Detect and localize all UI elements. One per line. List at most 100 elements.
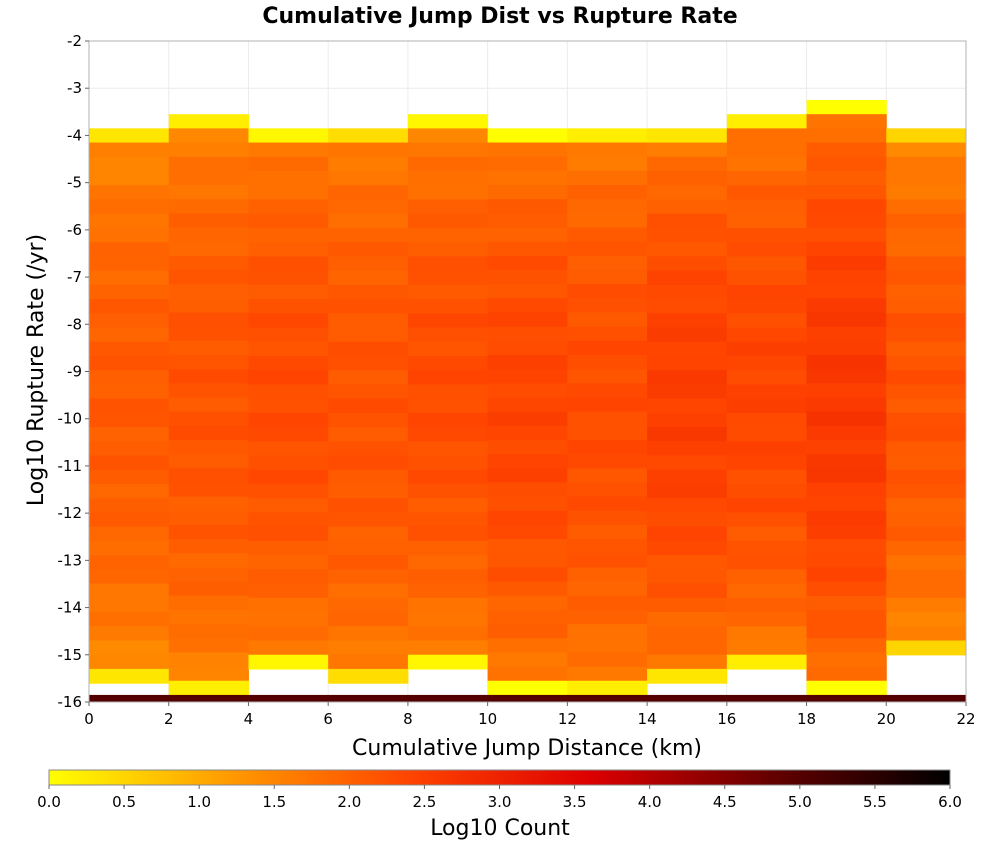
colorbar-label: Log10 Count xyxy=(430,816,570,841)
heatmap-cell xyxy=(248,441,329,457)
heatmap-cell xyxy=(647,242,728,257)
heatmap-cell xyxy=(89,270,170,286)
heatmap-cell xyxy=(407,569,489,585)
heatmap-cell xyxy=(647,341,728,357)
heatmap-cell xyxy=(248,384,329,400)
y-tick-label: -16 xyxy=(58,693,83,711)
heatmap-cell xyxy=(168,156,249,172)
heatmap-cell xyxy=(328,668,409,684)
heatmap-cell xyxy=(726,626,808,642)
heatmap-cell xyxy=(726,384,808,400)
heatmap-cell xyxy=(168,298,249,314)
heatmap-cell xyxy=(168,553,249,569)
heatmap-cell xyxy=(567,241,648,257)
heatmap-cell xyxy=(248,398,329,414)
x-tick-label: 2 xyxy=(164,710,174,728)
y-tick-label: -11 xyxy=(58,457,83,475)
heatmap-cell xyxy=(328,185,409,201)
heatmap-cell xyxy=(328,156,409,172)
heatmap-cell xyxy=(806,524,887,540)
heatmap-cell xyxy=(806,595,887,611)
heatmap-cell xyxy=(407,199,489,215)
heatmap-cell xyxy=(726,341,808,357)
heatmap-cell xyxy=(806,454,887,469)
heatmap-cell xyxy=(168,128,249,144)
heatmap-cell xyxy=(806,439,887,455)
heatmap-cell xyxy=(328,526,409,542)
heatmap-cell xyxy=(89,185,170,201)
heatmap-cell xyxy=(248,199,329,215)
heatmap-cell xyxy=(726,654,808,670)
heatmap-cell xyxy=(487,298,568,314)
heatmap-cell xyxy=(487,227,568,243)
heatmap-cell xyxy=(168,114,249,129)
heatmap-cell xyxy=(168,482,249,498)
heatmap-cell xyxy=(647,512,728,528)
heatmap-cell xyxy=(647,370,728,385)
heatmap-cell xyxy=(168,383,249,399)
heatmap-cell xyxy=(168,411,249,427)
heatmap-cell xyxy=(407,384,489,400)
x-tick-label: 6 xyxy=(323,710,333,728)
heatmap-cell xyxy=(168,666,249,682)
heatmap-cell xyxy=(726,313,808,329)
heatmap-cell xyxy=(89,341,170,357)
y-tick-label: -14 xyxy=(58,599,83,617)
heatmap-cell xyxy=(89,626,170,642)
heatmap-cell xyxy=(567,609,648,625)
y-tick-label: -15 xyxy=(58,646,83,664)
chart-title: Cumulative Jump Dist vs Rupture Rate xyxy=(262,4,737,29)
heatmap-cell xyxy=(726,370,808,386)
heatmap-cell xyxy=(647,483,728,499)
heatmap-cell xyxy=(89,398,170,414)
heatmap-cell xyxy=(567,510,648,526)
heatmap-cell xyxy=(647,498,728,514)
heatmap-cell xyxy=(407,540,489,556)
heatmap-cell xyxy=(806,510,887,526)
heatmap-cell xyxy=(168,170,249,186)
heatmap-cell xyxy=(567,425,648,441)
heatmap-cell xyxy=(487,638,568,654)
heatmap-cell xyxy=(806,199,887,214)
heatmap-cell xyxy=(567,383,648,399)
heatmap-cell xyxy=(806,482,887,498)
heatmap-cell xyxy=(806,185,887,200)
heatmap-cell xyxy=(407,213,489,229)
heatmap-cell xyxy=(407,156,489,172)
heatmap-cell xyxy=(487,581,568,597)
heatmap-cell xyxy=(168,142,249,158)
heatmap-cell xyxy=(886,455,967,471)
heatmap-cell xyxy=(487,666,568,682)
heatmap-cell xyxy=(647,398,728,414)
colorbar-tick-label: 1.5 xyxy=(262,793,286,811)
heatmap-cell xyxy=(806,170,887,186)
heatmap-cell xyxy=(647,270,728,286)
heatmap-cell xyxy=(328,242,409,257)
heatmap-cell xyxy=(726,398,808,414)
heatmap-cell xyxy=(248,327,329,343)
x-tick-label: 14 xyxy=(638,710,657,728)
heatmap-cell xyxy=(248,526,329,542)
heatmap-cell xyxy=(407,455,489,471)
y-axis-ticks: -2 -3 -4 -5 -6 -7 -8 -9 -10 -11 -12 -13 -14 -15 -16 xyxy=(58,32,89,711)
heatmap-cell xyxy=(328,256,409,272)
heatmap-cell xyxy=(328,199,409,215)
heatmap-cell xyxy=(407,640,489,656)
heatmap-cell xyxy=(487,269,568,285)
heatmap-cell xyxy=(886,128,967,144)
heatmap-cell xyxy=(487,142,568,158)
heatmap-cell xyxy=(168,312,249,328)
heatmap-cell xyxy=(89,597,170,613)
heatmap-cell xyxy=(407,398,489,414)
y-tick-label: -4 xyxy=(67,126,82,144)
heatmap-cell xyxy=(89,611,170,627)
heatmap-cell xyxy=(487,454,568,469)
heatmap-cell xyxy=(407,142,489,158)
heatmap-cell xyxy=(248,498,329,514)
heatmap-cell xyxy=(328,512,409,528)
heatmap-cell xyxy=(407,227,489,243)
heatmap-cell xyxy=(886,370,967,386)
heatmap-cell xyxy=(89,455,170,471)
heatmap-cell xyxy=(89,526,170,542)
y-tick-label: -6 xyxy=(67,221,82,239)
